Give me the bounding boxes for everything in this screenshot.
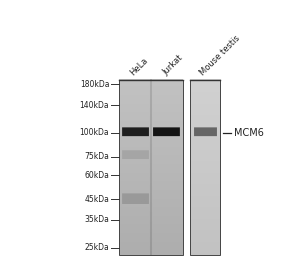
Bar — [119, 80, 183, 255]
Text: 60kDa: 60kDa — [84, 171, 109, 180]
Text: 35kDa: 35kDa — [84, 215, 109, 224]
Text: 45kDa: 45kDa — [84, 195, 109, 204]
Text: 140kDa: 140kDa — [80, 101, 109, 110]
Text: MCM6: MCM6 — [234, 128, 264, 138]
Text: 75kDa: 75kDa — [84, 152, 109, 161]
Text: 25kDa: 25kDa — [85, 243, 109, 252]
Text: 100kDa: 100kDa — [80, 129, 109, 138]
Bar — [190, 80, 220, 255]
Text: HeLa: HeLa — [129, 56, 150, 77]
Text: 180kDa: 180kDa — [80, 80, 109, 89]
Text: Jurkat: Jurkat — [160, 53, 184, 77]
Text: Mouse testis: Mouse testis — [199, 33, 242, 77]
